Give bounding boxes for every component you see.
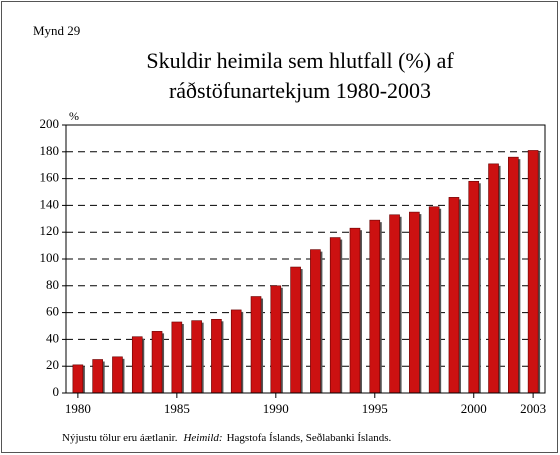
- bar: [329, 237, 341, 394]
- bar: [131, 336, 143, 394]
- bar: [448, 197, 460, 394]
- bar: [488, 163, 499, 394]
- bar: [527, 150, 539, 394]
- bar: [211, 318, 222, 394]
- x-tick-label: 2003: [520, 401, 546, 416]
- y-tick-label: 180: [40, 143, 60, 158]
- bar: [409, 211, 420, 394]
- bar: [310, 249, 321, 394]
- bar: [270, 285, 282, 394]
- x-tick-label: 2000: [461, 401, 487, 416]
- bar: [112, 356, 123, 394]
- x-tick-label: 1995: [362, 401, 388, 416]
- figure-label: Mynd 29: [33, 23, 80, 38]
- y-tick-label: 140: [40, 196, 60, 211]
- bar: [468, 180, 480, 394]
- y-tick-label: 100: [40, 250, 60, 265]
- x-tick-label: 1980: [65, 401, 91, 416]
- source-label: Heimild:: [182, 432, 222, 444]
- bar: [171, 321, 183, 394]
- note: Nýjustu tölur eru áætlanir.: [62, 432, 178, 444]
- bar: [230, 309, 242, 394]
- footnote: Nýjustu tölur eru áætlanir. Heimild: Hagst…: [62, 432, 392, 444]
- y-tick-label: 200: [40, 116, 60, 131]
- chart-title: ráðstöfunartekjum 1980-2003: [169, 78, 431, 103]
- y-tick-label: 20: [46, 357, 59, 372]
- bar: [191, 320, 202, 394]
- y-tick-label: 40: [46, 330, 59, 345]
- x-tick-label: 1985: [164, 401, 190, 416]
- y-tick-label: 120: [40, 223, 60, 238]
- bar: [389, 214, 400, 394]
- bar: [290, 266, 301, 394]
- y-tick-label: 160: [40, 170, 60, 185]
- bar: [369, 219, 381, 394]
- source: Hagstofa Íslands, Seðlabanki Íslands.: [227, 432, 392, 444]
- y-tick-label: 60: [46, 304, 59, 319]
- y-axis-label: %: [69, 109, 79, 123]
- bar: [92, 359, 103, 394]
- x-tick-label: 1990: [263, 401, 289, 416]
- y-tick-label: 0: [53, 384, 60, 399]
- bar: [72, 364, 84, 394]
- plot-frame: [65, 124, 546, 394]
- bar: [250, 296, 262, 394]
- bar: [151, 331, 163, 394]
- bar: [508, 156, 519, 394]
- chart-title: Skuldir heimila sem hlutfall (%) af: [146, 48, 454, 73]
- y-tick-label: 80: [46, 277, 59, 292]
- bar: [349, 227, 361, 394]
- bar: [428, 206, 440, 394]
